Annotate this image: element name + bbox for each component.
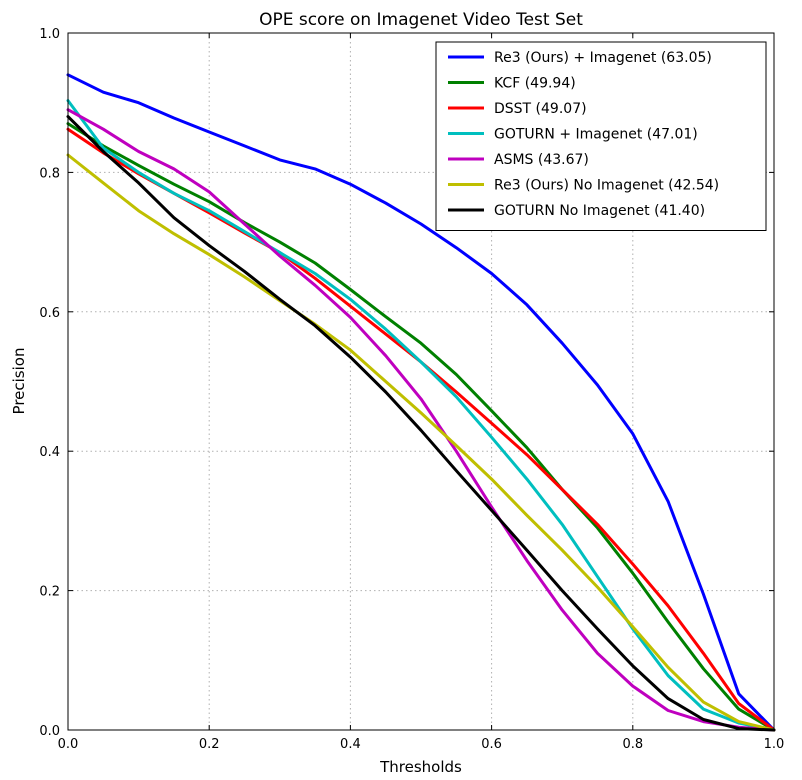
x-axis-title: Thresholds — [379, 758, 462, 776]
legend: Re3 (Ours) + Imagenet (63.05) KCF (49.94)… — [435, 41, 767, 231]
series-line-2 — [66, 122, 776, 732]
legend-box — [435, 41, 767, 231]
series-line-5 — [66, 108, 776, 732]
legend-label: KCF (49.94) — [494, 76, 576, 92]
x-tick-label: 0.8 — [622, 737, 643, 752]
axis-ticks: 0.0 0.2 0.4 0.6 0.8 1.0 0.0 0.2 0.4 0.6 0.8 1.0 — [39, 27, 784, 752]
y-tick-label: 0.0 — [39, 724, 60, 739]
series-line-4 — [66, 99, 776, 732]
grid — [68, 33, 774, 730]
legend-label: Re3 (Ours) No Imagenet (42.54) — [494, 178, 719, 194]
series-line-6 — [66, 153, 776, 732]
legend-label: GOTURN No Imagenet (41.40) — [494, 203, 705, 219]
y-tick-label: 0.6 — [39, 306, 60, 321]
legend-label: DSST (49.07) — [494, 101, 587, 117]
legend-label: ASMS (43.67) — [494, 152, 589, 168]
x-tick-label: 0.0 — [58, 737, 79, 752]
y-tick-label: 0.4 — [39, 445, 60, 460]
x-tick-label: 0.4 — [340, 737, 361, 752]
y-axis-title: Precision — [10, 348, 28, 415]
plot-area — [67, 32, 775, 731]
x-tick-label: 1.0 — [764, 737, 785, 752]
series-lines — [66, 73, 776, 732]
legend-label: Re3 (Ours) + Imagenet (63.05) — [494, 50, 712, 66]
legend-label: GOTURN + Imagenet (47.01) — [494, 127, 698, 143]
x-tick-label: 0.2 — [199, 737, 220, 752]
y-tick-label: 1.0 — [39, 27, 60, 42]
series-line-1 — [66, 73, 776, 732]
y-tick-label: 0.2 — [39, 585, 60, 600]
y-tick-label: 0.8 — [39, 166, 60, 181]
x-tick-label: 0.6 — [481, 737, 502, 752]
series-line-7 — [66, 115, 776, 732]
chart-title: OPE score on Imagenet Video Test Set — [259, 10, 583, 30]
